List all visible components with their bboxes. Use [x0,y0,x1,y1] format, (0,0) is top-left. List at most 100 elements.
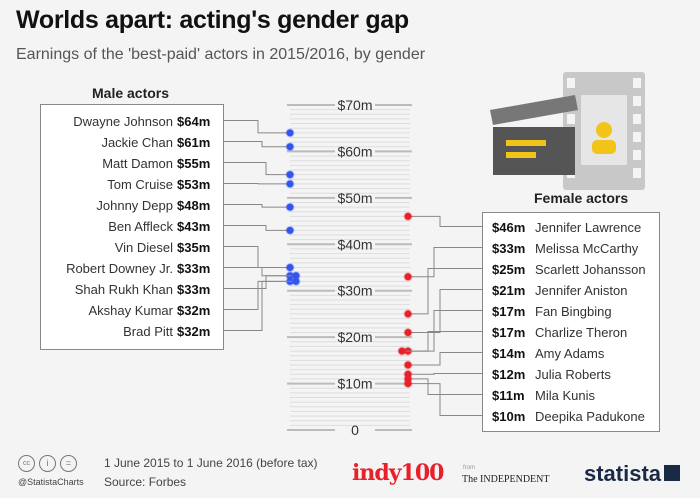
y-tick-label: $50m [337,190,372,206]
earnings-value: $43m [177,219,211,234]
connector-line [408,352,482,366]
actor-name: Jackie Chan [101,135,173,150]
male-list: Dwayne Johnson $64m Jackie Chan $61m Matt Da… [40,104,224,350]
earnings-value: $61m [177,135,211,150]
earnings-value: $14m [492,346,526,361]
actor-name: Charlize Theron [535,325,628,340]
actor-name: Dwayne Johnson [73,114,173,129]
y-tick-label: 0 [351,422,359,438]
connector-line [222,162,290,176]
actor-name: Johnny Depp [96,198,173,213]
actor-name: Tom Cruise [107,177,173,192]
actor-name: Deepika Padukone [535,409,645,424]
list-item: Shah Rukh Khan $33m [41,279,223,300]
clapper-body-icon [493,127,575,175]
connector-line [222,280,290,310]
earnings-value: $21m [492,283,526,298]
list-item: Akshay Kumar $32m [41,300,223,321]
film-hole-icon [633,132,641,142]
list-item: Dwayne Johnson $64m [41,111,223,132]
male-data-point [285,262,295,272]
handle: @StatistaCharts [18,477,84,487]
female-data-point [403,272,413,282]
film-hole-icon [633,78,641,88]
clapper-stripe-icon [506,140,546,146]
connector-line [222,120,290,134]
list-item: Vin Diesel $35m [41,237,223,258]
female-data-point [403,211,413,221]
list-item: Tom Cruise $53m [41,174,223,195]
connector-line [222,267,290,277]
actor-name: Jennifer Aniston [535,283,628,298]
film-hole-icon [633,150,641,160]
connector-line [402,331,482,352]
connector-line [222,204,290,208]
actor-name: Matt Damon [102,156,173,171]
clapper-top-icon [490,95,578,125]
list-item: Brad Pitt $32m [41,321,223,342]
female-data-point [403,327,413,337]
female-header: Female actors [534,190,629,206]
actor-name: Jennifer Lawrence [535,220,642,235]
list-item: Jackie Chan $61m [41,132,223,153]
list-item: Scarlett Johansson $25m [483,259,659,280]
earnings-value: $10m [492,409,526,424]
earnings-value: $12m [492,367,526,382]
actor-name: Julia Roberts [535,367,611,382]
male-data-point [285,225,295,235]
from-label: from [463,465,475,471]
cc-icon: cc [18,455,35,472]
indy100-logo: indy100 [352,460,444,486]
connector-line [408,215,482,227]
y-tick-label: $10m [337,376,372,392]
statista-logo: statista [584,461,662,486]
male-data-point [285,202,295,212]
film-hole-icon [633,168,641,178]
earnings-value: $33m [492,241,526,256]
statista-mark-icon [664,465,680,481]
list-item: Robert Downey Jr. $33m [41,258,223,279]
y-tick-label: $70m [337,97,372,113]
connector-line [408,310,482,352]
list-item: Mila Kunis $11m [483,385,659,406]
y-tick-label: $30m [337,283,372,299]
earnings-value: $17m [492,325,526,340]
film-hole-icon [633,96,641,106]
connector-line [222,275,296,289]
list-item: Johnny Depp $48m [41,195,223,216]
list-item: Fan Bingbing $17m [483,301,659,322]
list-item: Jennifer Aniston $21m [483,280,659,301]
earnings-value: $25m [492,262,526,277]
male-data-point [291,276,301,286]
connector-line [408,378,482,395]
list-item: Julia Roberts $12m [483,364,659,385]
connector-line [408,373,482,375]
male-data-point [285,142,295,152]
actor-name: Mila Kunis [535,388,595,403]
earnings-value: $48m [177,198,211,213]
male-data-point [285,179,295,189]
female-list: Jennifer Lawrence $46m Melissa McCarthy $33… [482,212,660,432]
film-hole-icon [567,114,575,124]
earnings-value: $33m [177,282,211,297]
male-data-point [285,128,295,138]
film-hole-icon [633,114,641,124]
chart-subtitle: Earnings of the 'best-paid' actors in 20… [16,46,426,63]
film-hole-icon [567,78,575,88]
connector-line [222,141,290,148]
connector-line [408,268,482,315]
earnings-value: $64m [177,114,211,129]
y-tick-label: $20m [337,329,372,345]
person-icon [596,122,612,138]
earnings-value: $17m [492,304,526,319]
cc-icons: cc i = [18,455,77,472]
female-data-point [397,346,407,356]
female-data-point [403,309,413,319]
chart-title: Worlds apart: acting's gender gap [16,6,409,34]
source-note: Source: Forbes [104,475,187,489]
y-tick-label: $40m [337,236,372,252]
list-item: Charlize Theron $17m [483,322,659,343]
connector-line [222,246,290,268]
